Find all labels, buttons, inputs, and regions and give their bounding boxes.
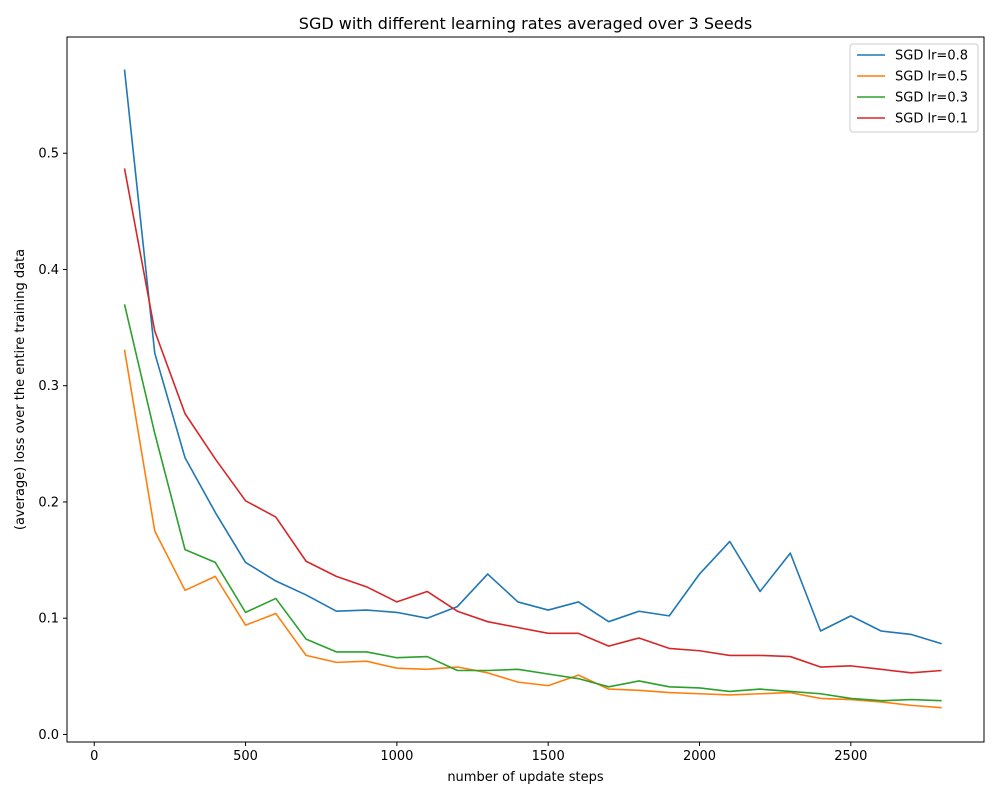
y-tick-label: 0.3 [38,379,59,394]
y-axis-label: (average) loss over the entire training … [13,249,28,530]
y-tick-label: 0.1 [38,612,59,627]
x-tick-label: 500 [233,749,258,764]
series-line-1 [123,69,942,645]
legend-label: SGD lr=0.8 [895,49,968,64]
chart-title: SGD with different learning rates averag… [299,14,752,33]
legend-box [849,43,979,133]
x-axis-ticks: 0 500 1000 1500 2000 2500 [90,742,867,764]
series-line-2 [123,349,942,709]
series-line-3 [123,304,942,702]
legend-label: SGD lr=0.1 [895,112,968,127]
x-tick-label: 2000 [683,749,716,764]
x-axis-label: number of update steps [447,770,604,785]
y-axis-ticks: 0.0 0.1 0.2 0.3 0.4 0.5 [38,147,67,743]
plot-area: 0 500 1000 1500 2000 2500 0.0 0.1 0.2 0.3 0.4 0.5 [38,36,985,764]
x-tick-label: 2500 [834,749,867,764]
x-tick-label: 1000 [380,749,413,764]
y-tick-label: 0.4 [38,263,59,278]
legend: SGD lr=0.8 SGD lr=0.5 SGD lr=0.3 SGD lr=0.1 [849,43,979,133]
y-tick-label: 0.2 [38,495,59,510]
series-line-4 [123,168,942,674]
plot-frame [66,36,985,743]
x-tick-label: 1500 [532,749,565,764]
legend-label: SGD lr=0.3 [895,91,968,106]
y-tick-label: 0.5 [38,147,59,162]
x-tick-label: 0 [90,749,98,764]
legend-label: SGD lr=0.5 [895,70,968,85]
y-tick-label: 0.0 [38,728,59,743]
series-lines [123,69,942,709]
